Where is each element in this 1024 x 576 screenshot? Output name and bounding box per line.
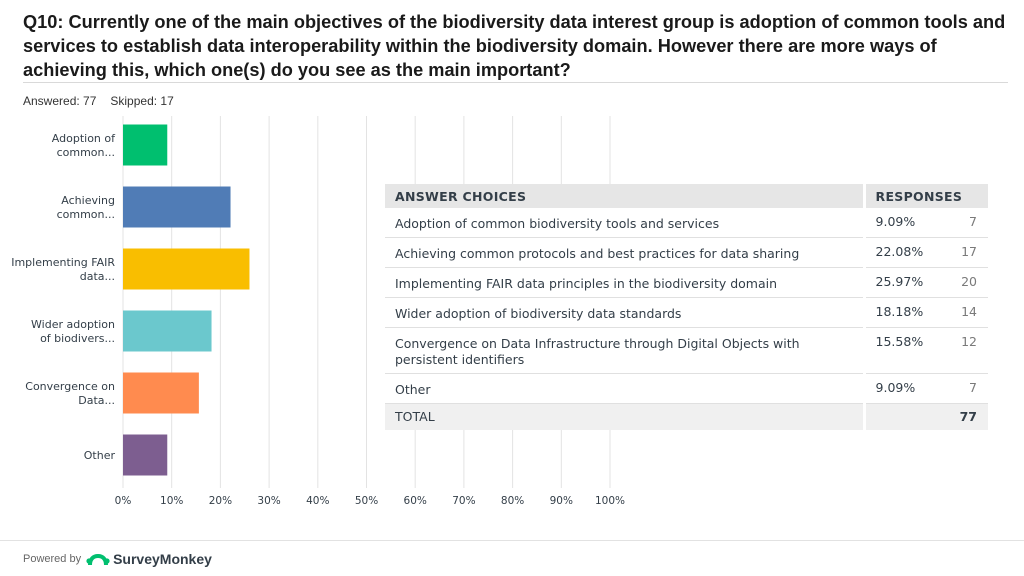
category-label: Achieving <box>61 194 115 207</box>
category-label: common... <box>57 208 115 221</box>
category-label: of biodivers... <box>40 332 115 345</box>
surveymonkey-brand: SurveyMonkey <box>113 551 212 567</box>
category-label: Data... <box>78 394 115 407</box>
answer-choice-cell: Adoption of common biodiversity tools an… <box>385 208 865 238</box>
bar <box>123 186 231 228</box>
chart-category-labels: Adoption ofcommon...Achievingcommon...Im… <box>11 132 116 462</box>
chart-bars <box>123 124 250 476</box>
responses-header: RESPONSES <box>862 184 988 208</box>
x-tick-label: 50% <box>355 495 378 507</box>
title-divider <box>23 82 1008 83</box>
category-label: Wider adoption <box>31 318 115 331</box>
table-row: Implementing FAIR data principles in the… <box>385 267 988 298</box>
x-tick-label: 70% <box>452 495 475 507</box>
response-percent-cell: 22.08% <box>862 237 946 268</box>
x-tick-label: 30% <box>257 495 280 507</box>
total-percent-cell <box>862 403 946 430</box>
chart-x-tick-labels: 0% 10% 20% 30% 40% 50% 60% 70% 80% 90% 100% <box>115 495 625 507</box>
table-row: Adoption of common biodiversity tools an… <box>385 208 988 238</box>
table-row: Achieving common protocols and best prac… <box>385 237 988 268</box>
answer-choice-cell: Wider adoption of biodiversity data stan… <box>385 297 865 328</box>
answer-choice-cell: Convergence on Data Infrastructure throu… <box>385 327 865 374</box>
response-percent-cell: 15.58% <box>862 327 946 374</box>
response-count-cell: 7 <box>945 373 988 404</box>
response-count-cell: 17 <box>945 237 988 268</box>
footer: Powered by SurveyMonkey <box>23 548 212 570</box>
category-label: Implementing FAIR <box>11 256 115 269</box>
response-count-cell: 12 <box>945 327 988 374</box>
response-count-cell: 20 <box>945 267 988 298</box>
x-tick-label: 0% <box>115 495 132 507</box>
response-percent-cell: 9.09% <box>862 208 946 238</box>
powered-by-text: Powered by <box>23 553 82 565</box>
table-header-row: ANSWER CHOICES RESPONSES <box>385 184 988 208</box>
answer-choice-cell: Other <box>385 373 865 404</box>
bar-chart: Adoption ofcommon...Achievingcommon...Im… <box>11 116 625 507</box>
category-label: Adoption of <box>52 132 116 145</box>
answered-count: Answered: 77 <box>23 94 97 108</box>
x-tick-label: 40% <box>306 495 329 507</box>
answer-choice-cell: Implementing FAIR data principles in the… <box>385 267 865 298</box>
answer-choice-cell: Achieving common protocols and best prac… <box>385 237 865 268</box>
table-row: Wider adoption of biodiversity data stan… <box>385 297 988 328</box>
x-tick-label: 20% <box>209 495 232 507</box>
x-tick-label: 80% <box>501 495 524 507</box>
total-count: 77 <box>945 403 988 430</box>
responses-table: ANSWER CHOICES RESPONSES Adoption of com… <box>385 184 988 430</box>
response-percent-cell: 9.09% <box>862 373 946 404</box>
bar <box>123 372 199 414</box>
x-tick-label: 10% <box>160 495 183 507</box>
table-total-row: TOTAL 77 <box>385 403 988 430</box>
response-stats: Answered: 77 Skipped: 17 <box>23 94 174 108</box>
surveymonkey-logo-icon <box>86 554 110 565</box>
response-percent-cell: 18.18% <box>862 297 946 328</box>
total-label: TOTAL <box>385 403 865 430</box>
category-label: Convergence on <box>25 380 115 393</box>
x-tick-label: 60% <box>404 495 427 507</box>
x-tick-label: 90% <box>550 495 573 507</box>
bar <box>123 310 212 352</box>
category-label: data... <box>80 270 115 283</box>
bar <box>123 248 250 290</box>
bar <box>123 434 168 476</box>
skipped-count: Skipped: 17 <box>110 94 174 108</box>
response-count-cell: 7 <box>945 208 988 238</box>
category-label: Other <box>84 449 116 462</box>
bar <box>123 124 168 166</box>
answer-choices-header: ANSWER CHOICES <box>385 184 865 208</box>
x-tick-label: 100% <box>595 495 625 507</box>
category-label: common... <box>57 146 115 159</box>
response-percent-cell: 25.97% <box>862 267 946 298</box>
response-count-cell: 14 <box>945 297 988 328</box>
table-row: Other 9.09% 7 <box>385 373 988 404</box>
question-title: Q10: Currently one of the main objective… <box>23 12 1006 80</box>
footer-divider <box>0 540 1024 541</box>
table-row: Convergence on Data Infrastructure throu… <box>385 327 988 374</box>
